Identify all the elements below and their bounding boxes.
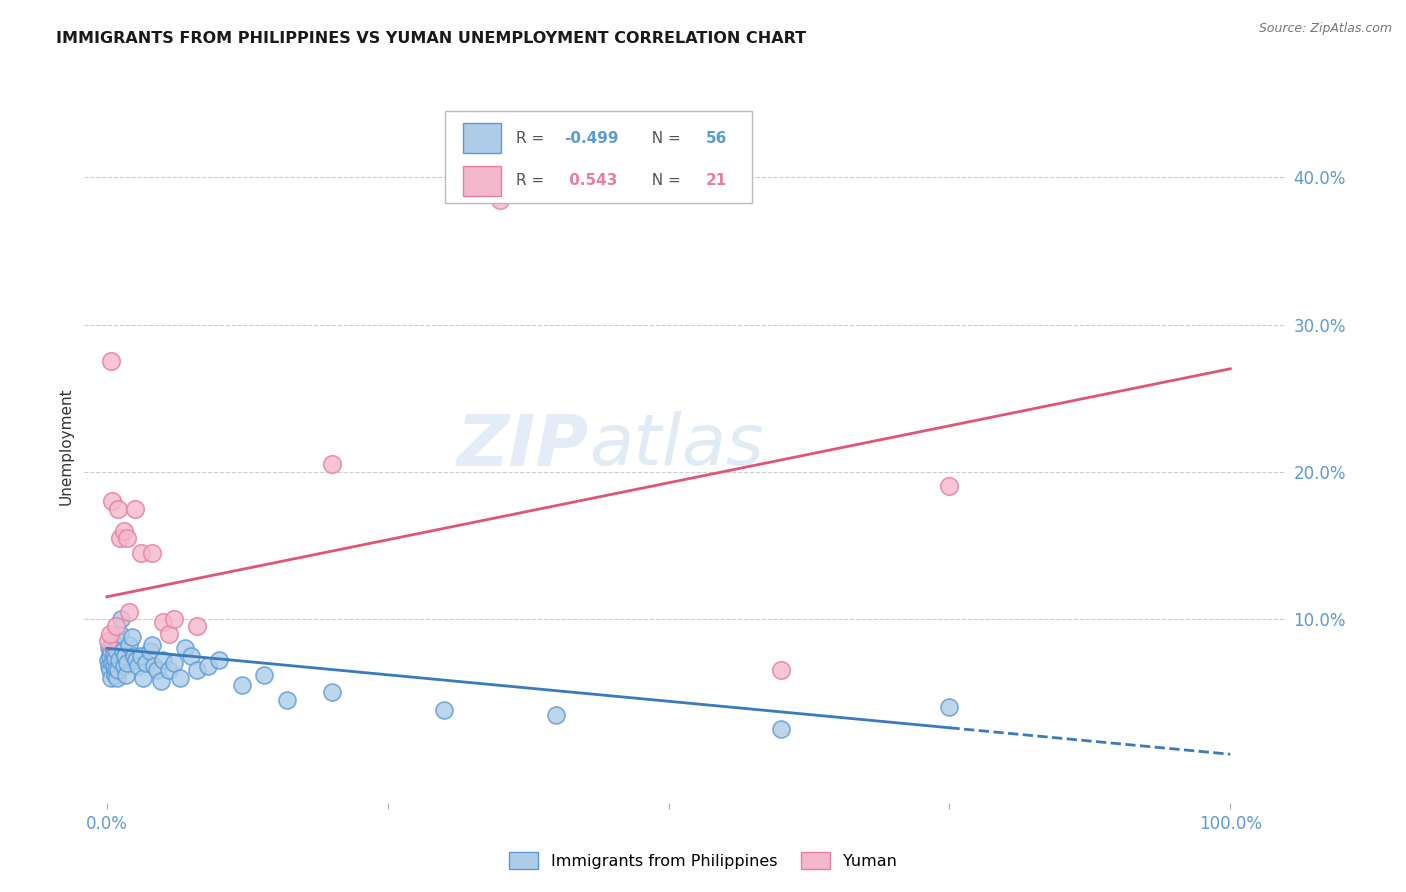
- FancyBboxPatch shape: [446, 111, 752, 203]
- Point: [110, 612, 132, 626]
- Point: [141, 546, 163, 560]
- Point: [163, 612, 186, 626]
- Point: [104, 667, 127, 681]
- Text: R =: R =: [516, 130, 550, 145]
- Point: [104, 662, 127, 676]
- Point: [110, 626, 132, 640]
- Point: [132, 671, 155, 685]
- Point: [276, 693, 298, 707]
- Point: [938, 479, 960, 493]
- Point: [104, 651, 127, 665]
- Point: [107, 501, 129, 516]
- Point: [157, 626, 180, 640]
- Point: [138, 644, 160, 658]
- Point: [135, 656, 157, 670]
- Point: [101, 656, 124, 670]
- Point: [112, 659, 135, 673]
- Point: [100, 354, 122, 368]
- Point: [97, 634, 120, 648]
- Point: [146, 664, 169, 678]
- Point: [107, 634, 129, 648]
- Point: [100, 671, 122, 685]
- Point: [208, 653, 231, 667]
- Point: [163, 656, 186, 670]
- Point: [115, 656, 138, 670]
- Point: [118, 605, 141, 619]
- Point: [104, 619, 127, 633]
- Point: [433, 703, 456, 717]
- Point: [103, 659, 125, 673]
- Point: [127, 659, 149, 673]
- Point: [124, 501, 146, 516]
- Text: N =: N =: [643, 173, 686, 188]
- Point: [121, 630, 143, 644]
- Text: R =: R =: [516, 173, 550, 188]
- Text: ZIP: ZIP: [457, 411, 589, 481]
- Point: [769, 723, 792, 737]
- Point: [112, 524, 135, 538]
- Point: [186, 619, 208, 633]
- Point: [114, 648, 136, 663]
- Point: [129, 648, 152, 663]
- Point: [118, 639, 141, 653]
- Point: [197, 659, 219, 673]
- Text: Source: ZipAtlas.com: Source: ZipAtlas.com: [1258, 22, 1392, 36]
- Point: [103, 647, 125, 661]
- Text: 21: 21: [706, 173, 727, 188]
- FancyBboxPatch shape: [463, 123, 502, 153]
- Point: [769, 664, 792, 678]
- Point: [111, 644, 134, 658]
- Text: 56: 56: [706, 130, 727, 145]
- Point: [174, 641, 197, 656]
- Text: atlas: atlas: [589, 411, 763, 481]
- Point: [98, 659, 121, 673]
- Point: [129, 546, 152, 560]
- Point: [938, 700, 960, 714]
- Point: [546, 707, 568, 722]
- Legend: Immigrants from Philippines, Yuman: Immigrants from Philippines, Yuman: [503, 846, 903, 875]
- FancyBboxPatch shape: [463, 166, 502, 196]
- Point: [115, 531, 138, 545]
- Point: [253, 667, 276, 681]
- Point: [321, 685, 343, 699]
- Y-axis label: Unemployment: Unemployment: [58, 387, 73, 505]
- Point: [98, 648, 121, 663]
- Point: [125, 653, 148, 667]
- Point: [98, 626, 121, 640]
- Point: [152, 615, 174, 629]
- Point: [98, 641, 121, 656]
- Point: [105, 671, 128, 685]
- Point: [108, 653, 131, 667]
- Point: [110, 531, 132, 545]
- Point: [98, 664, 121, 678]
- Point: [169, 671, 191, 685]
- Point: [104, 642, 127, 657]
- Point: [143, 659, 166, 673]
- Point: [97, 653, 120, 667]
- Point: [149, 673, 172, 688]
- Point: [489, 193, 512, 207]
- Point: [186, 664, 208, 678]
- Point: [122, 648, 145, 663]
- Text: -0.499: -0.499: [564, 130, 619, 145]
- Point: [231, 678, 253, 692]
- Point: [100, 644, 122, 658]
- Point: [107, 664, 129, 678]
- Point: [101, 639, 124, 653]
- Point: [101, 494, 124, 508]
- Point: [141, 639, 163, 653]
- Point: [180, 648, 202, 663]
- Text: N =: N =: [643, 130, 686, 145]
- Point: [152, 653, 174, 667]
- Text: 0.543: 0.543: [564, 173, 617, 188]
- Point: [321, 458, 343, 472]
- Point: [157, 664, 180, 678]
- Text: IMMIGRANTS FROM PHILIPPINES VS YUMAN UNEMPLOYMENT CORRELATION CHART: IMMIGRANTS FROM PHILIPPINES VS YUMAN UNE…: [56, 31, 807, 46]
- Point: [115, 667, 138, 681]
